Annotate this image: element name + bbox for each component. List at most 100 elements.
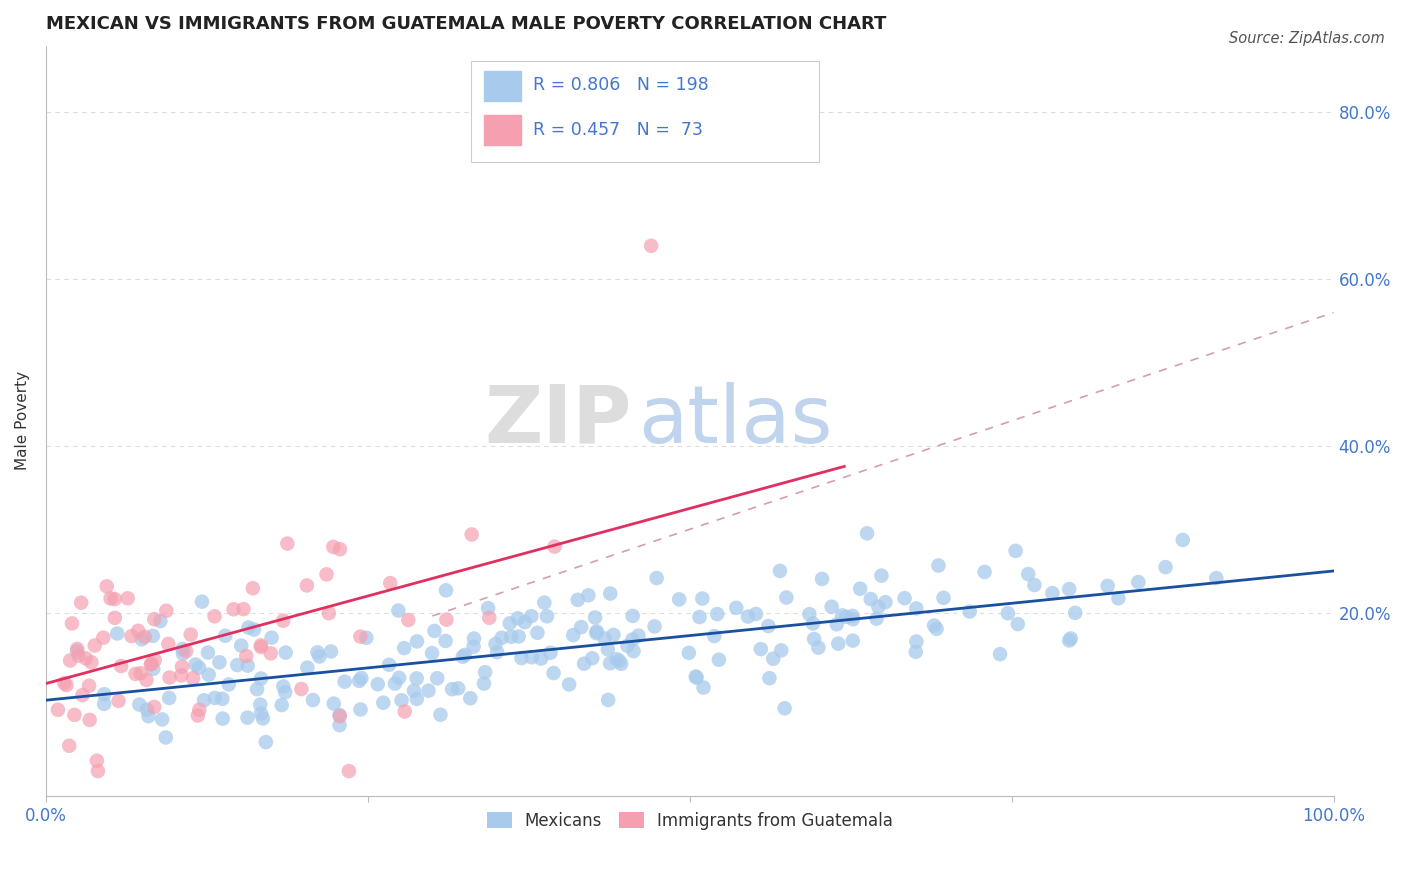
Point bbox=[868, 599, 890, 614]
Point bbox=[842, 633, 865, 648]
Point bbox=[302, 693, 325, 707]
Point bbox=[927, 558, 949, 573]
Point bbox=[242, 581, 264, 595]
Point bbox=[706, 607, 728, 621]
Point bbox=[350, 671, 373, 685]
Point bbox=[460, 527, 482, 541]
Point bbox=[668, 592, 690, 607]
Point bbox=[420, 646, 443, 660]
Point bbox=[801, 616, 824, 631]
Point bbox=[458, 691, 481, 706]
Point bbox=[454, 648, 477, 662]
Point bbox=[53, 676, 76, 690]
Point bbox=[96, 579, 118, 593]
Point bbox=[104, 611, 127, 625]
Point bbox=[232, 602, 254, 616]
Point bbox=[184, 657, 207, 672]
Point bbox=[391, 693, 413, 707]
Point bbox=[249, 698, 271, 712]
Point bbox=[533, 596, 555, 610]
Point bbox=[250, 640, 273, 654]
Point bbox=[235, 648, 257, 663]
Point bbox=[121, 629, 143, 643]
Point bbox=[602, 628, 624, 642]
Point bbox=[616, 639, 638, 653]
Point bbox=[607, 654, 630, 668]
Point bbox=[136, 703, 159, 717]
Point bbox=[387, 603, 409, 617]
Point bbox=[835, 610, 858, 624]
Point bbox=[692, 681, 714, 695]
Text: ZIP: ZIP bbox=[485, 382, 631, 460]
Point bbox=[418, 683, 440, 698]
Point bbox=[893, 591, 915, 606]
Point bbox=[585, 624, 607, 639]
Point bbox=[585, 626, 607, 640]
Point bbox=[1154, 560, 1177, 574]
Point bbox=[46, 703, 69, 717]
Point bbox=[685, 669, 707, 683]
Point bbox=[997, 607, 1019, 621]
Point bbox=[104, 592, 127, 607]
Point bbox=[520, 650, 543, 665]
Point bbox=[157, 637, 180, 651]
Point bbox=[703, 629, 725, 643]
Point bbox=[86, 754, 108, 768]
Point bbox=[204, 690, 226, 705]
Point bbox=[124, 667, 146, 681]
Point bbox=[645, 571, 668, 585]
Point bbox=[820, 599, 842, 614]
Point bbox=[596, 642, 619, 657]
Point bbox=[197, 646, 219, 660]
Point bbox=[583, 610, 606, 624]
Point bbox=[756, 619, 779, 633]
Point bbox=[322, 697, 344, 711]
Point bbox=[392, 641, 415, 656]
Point bbox=[236, 710, 259, 724]
Point bbox=[538, 646, 561, 660]
Point bbox=[83, 639, 105, 653]
Point bbox=[75, 651, 97, 665]
Point bbox=[270, 698, 292, 712]
Point bbox=[297, 660, 319, 674]
Point bbox=[58, 739, 80, 753]
Point bbox=[308, 649, 330, 664]
Point bbox=[1205, 571, 1227, 585]
Point bbox=[142, 662, 165, 676]
Point bbox=[329, 542, 352, 557]
Point bbox=[737, 609, 759, 624]
Point bbox=[260, 631, 283, 645]
Point bbox=[63, 707, 86, 722]
Point bbox=[405, 692, 427, 706]
Point bbox=[811, 572, 834, 586]
Point bbox=[1024, 578, 1046, 592]
Point bbox=[841, 608, 863, 623]
Point bbox=[472, 676, 495, 690]
Point bbox=[762, 651, 785, 665]
Point bbox=[463, 640, 485, 654]
Text: atlas: atlas bbox=[638, 382, 832, 460]
Point bbox=[562, 628, 585, 642]
Text: R = 0.457   N =  73: R = 0.457 N = 73 bbox=[533, 121, 703, 139]
Point bbox=[520, 609, 543, 624]
Point bbox=[141, 657, 163, 671]
Point bbox=[567, 592, 589, 607]
Point bbox=[149, 614, 172, 628]
Point bbox=[72, 688, 94, 702]
Point bbox=[322, 540, 344, 554]
Point bbox=[107, 694, 129, 708]
Point bbox=[204, 609, 226, 624]
Point bbox=[214, 629, 236, 643]
Point bbox=[155, 731, 177, 745]
Point bbox=[572, 657, 595, 671]
Point bbox=[627, 629, 650, 643]
Point bbox=[1171, 533, 1194, 547]
Point bbox=[143, 612, 166, 626]
Point bbox=[250, 672, 273, 686]
Point bbox=[569, 620, 592, 634]
Point bbox=[93, 697, 115, 711]
Point bbox=[347, 673, 370, 688]
Point bbox=[250, 638, 273, 652]
Point bbox=[187, 708, 209, 723]
Text: MEXICAN VS IMMIGRANTS FROM GUATEMALA MALE POVERTY CORRELATION CHART: MEXICAN VS IMMIGRANTS FROM GUATEMALA MAL… bbox=[46, 15, 886, 33]
